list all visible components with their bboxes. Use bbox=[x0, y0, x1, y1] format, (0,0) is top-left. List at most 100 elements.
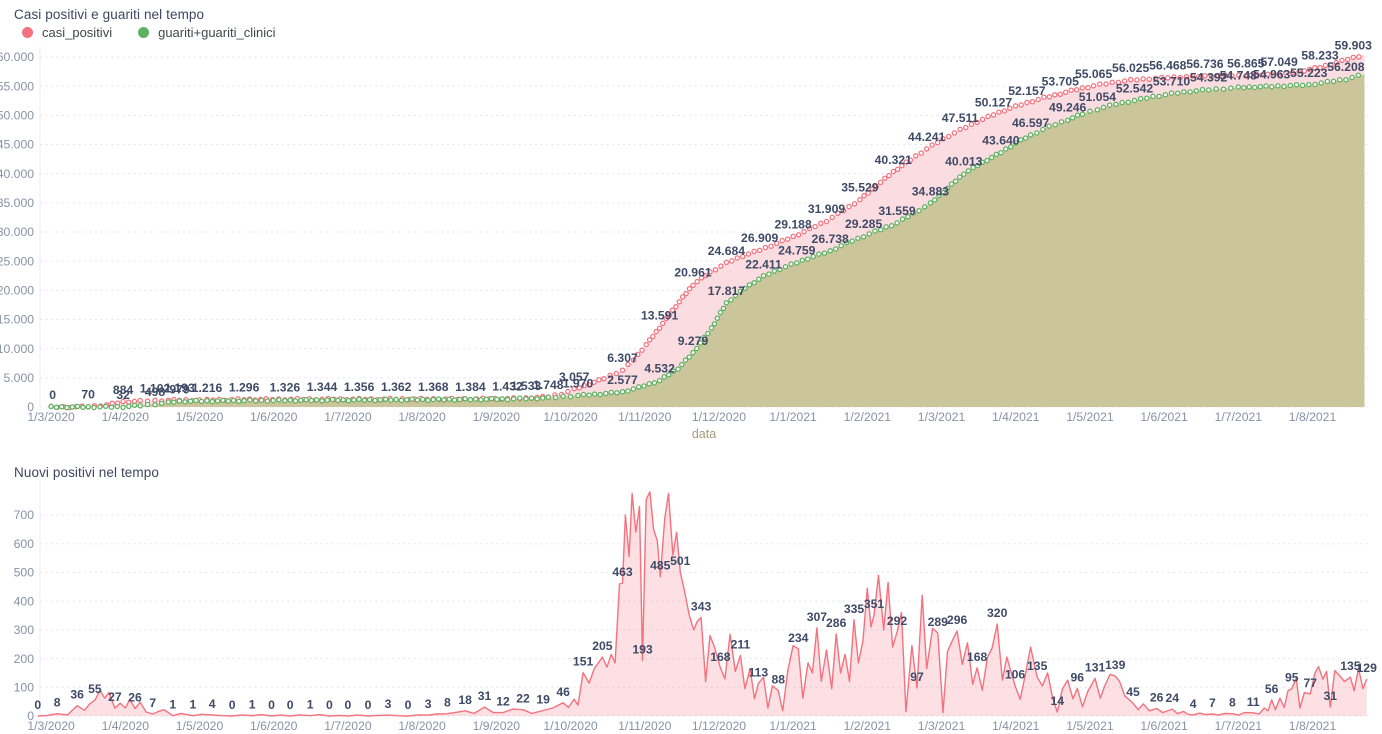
data-point-marker bbox=[214, 398, 221, 404]
data-point-marker bbox=[1140, 76, 1146, 82]
y-tick-label: 5.000 bbox=[4, 371, 35, 385]
data-point-label: 168 bbox=[710, 650, 731, 664]
data-point-marker bbox=[576, 385, 582, 391]
data-point-label: 26.909 bbox=[741, 231, 778, 245]
x-tick-label: 1/6/2020 bbox=[250, 719, 298, 733]
data-point-marker bbox=[1228, 85, 1234, 91]
data-point-marker bbox=[690, 349, 696, 356]
data-point-marker bbox=[1356, 54, 1362, 60]
data-point-marker bbox=[777, 266, 783, 273]
data-point-marker bbox=[940, 135, 946, 142]
data-point-label: 8 bbox=[54, 696, 61, 710]
data-point-marker bbox=[1085, 84, 1091, 91]
y-tick-label: 0 bbox=[27, 400, 34, 414]
data-point-marker bbox=[176, 398, 183, 404]
data-point-marker bbox=[650, 333, 656, 340]
x-tick-label: 1/6/2021 bbox=[1140, 410, 1188, 424]
x-tick-label: 1/8/2020 bbox=[398, 719, 446, 733]
data-point-marker bbox=[782, 263, 789, 270]
data-point-marker bbox=[774, 240, 780, 247]
data-point-label: 11 bbox=[1247, 695, 1260, 709]
x-tick-label: 1/4/2021 bbox=[992, 719, 1040, 733]
data-point-marker bbox=[517, 395, 523, 401]
data-point-marker bbox=[686, 285, 693, 292]
data-point-marker bbox=[737, 288, 744, 294]
data-point-label: 53.705 bbox=[1042, 75, 1079, 89]
data-point-marker bbox=[886, 172, 892, 179]
data-point-marker bbox=[1121, 78, 1128, 84]
data-point-marker bbox=[1193, 88, 1200, 94]
guariti-area bbox=[51, 74, 1365, 407]
data-point-marker bbox=[613, 370, 620, 377]
data-point-marker bbox=[970, 164, 976, 171]
data-point-label: 95 bbox=[1285, 671, 1299, 685]
data-point-label: 31.909 bbox=[808, 202, 845, 216]
data-point-marker bbox=[1074, 112, 1081, 118]
data-point-marker bbox=[666, 312, 673, 318]
data-point-marker bbox=[591, 379, 597, 386]
data-point-marker bbox=[1024, 99, 1030, 106]
data-point-marker bbox=[952, 178, 959, 184]
data-point-marker bbox=[1333, 59, 1340, 66]
data-point-marker bbox=[810, 253, 816, 260]
legend-item-guariti[interactable]: guariti+guariti_clinici bbox=[138, 25, 276, 40]
data-point-marker bbox=[656, 377, 663, 384]
data-point-marker bbox=[913, 153, 919, 159]
data-point-marker bbox=[771, 268, 778, 274]
data-point-label: 24 bbox=[1166, 691, 1180, 705]
data-point-label: 3.057 bbox=[559, 370, 590, 384]
x-tick-label: 1/1/2021 bbox=[769, 410, 817, 424]
data-point-marker bbox=[918, 150, 924, 156]
data-point-label: 106 bbox=[1005, 668, 1026, 682]
data-point-label: 97 bbox=[910, 670, 924, 684]
data-point-marker bbox=[398, 397, 405, 404]
x-tick-label: 1/3/2020 bbox=[27, 410, 75, 424]
data-point-marker bbox=[539, 395, 546, 401]
data-point-label: 0 bbox=[287, 698, 294, 712]
data-point-marker bbox=[968, 121, 975, 127]
data-point-marker bbox=[766, 271, 772, 277]
data-point-marker bbox=[193, 397, 199, 404]
data-point-label: 9.279 bbox=[678, 334, 709, 348]
data-point-marker bbox=[567, 393, 574, 400]
data-point-label: 3 bbox=[385, 697, 392, 711]
data-point-marker bbox=[963, 124, 969, 131]
y-tick-label: 10.000 bbox=[0, 342, 34, 356]
data-point-label: 54.392 bbox=[1190, 71, 1227, 85]
legend-item-casi-positivi[interactable]: casi_positivi bbox=[22, 25, 112, 40]
data-point-marker bbox=[1205, 87, 1212, 93]
data-point-marker bbox=[1017, 137, 1024, 143]
data-point-marker bbox=[198, 398, 205, 405]
data-point-marker bbox=[1058, 119, 1065, 125]
data-point-marker bbox=[1046, 123, 1052, 129]
data-point-marker bbox=[1150, 93, 1156, 100]
data-point-marker bbox=[851, 201, 858, 207]
new-positives-chart-title: Nuovi positivi nel tempo bbox=[14, 465, 159, 480]
data-point-marker bbox=[1318, 80, 1324, 86]
x-tick-label: 1/5/2021 bbox=[1066, 719, 1114, 733]
data-point-label: 139 bbox=[1105, 658, 1126, 672]
x-tick-label: 1/10/2020 bbox=[543, 410, 597, 424]
x-tick-label: 1/6/2021 bbox=[1140, 719, 1188, 733]
data-point-marker bbox=[910, 210, 917, 216]
y-tick-label: 35.000 bbox=[0, 196, 34, 210]
data-point-marker bbox=[890, 168, 897, 175]
data-point-marker bbox=[840, 207, 847, 214]
data-point-marker bbox=[720, 305, 727, 312]
data-point-marker bbox=[1322, 62, 1329, 69]
data-point-label: 129 bbox=[1357, 661, 1378, 675]
data-point-marker bbox=[1253, 71, 1260, 78]
data-point-marker bbox=[643, 341, 649, 348]
data-point-marker bbox=[1131, 97, 1138, 104]
data-point-marker bbox=[708, 325, 715, 331]
data-point-marker bbox=[137, 397, 143, 404]
data-point-marker bbox=[804, 256, 811, 262]
data-point-marker bbox=[494, 396, 500, 403]
data-point-marker bbox=[85, 403, 91, 410]
data-point-marker bbox=[993, 151, 1000, 158]
data-point-marker bbox=[580, 391, 587, 398]
data-point-marker bbox=[799, 257, 806, 263]
data-point-label: 501 bbox=[670, 554, 691, 568]
